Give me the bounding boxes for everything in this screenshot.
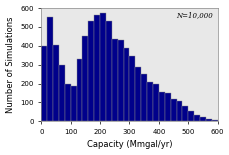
Bar <box>88 21 94 121</box>
Bar <box>100 13 106 121</box>
Bar <box>129 56 135 121</box>
Bar <box>65 84 70 121</box>
Text: N=10,000: N=10,000 <box>175 11 211 19</box>
Bar <box>158 92 164 121</box>
Bar <box>193 115 199 121</box>
X-axis label: Capacity (Mmgal/yr): Capacity (Mmgal/yr) <box>86 140 172 149</box>
Bar <box>47 17 53 121</box>
Bar <box>53 45 59 121</box>
Bar <box>182 106 188 121</box>
Bar <box>205 119 211 121</box>
Bar <box>152 84 158 121</box>
Bar <box>147 82 152 121</box>
Bar <box>211 120 217 121</box>
Bar <box>170 99 176 121</box>
Bar <box>176 101 182 121</box>
Bar <box>188 111 193 121</box>
Bar <box>70 86 76 121</box>
Bar <box>94 15 100 121</box>
Y-axis label: Number of Simulations: Number of Simulations <box>5 16 14 113</box>
Bar <box>41 46 47 121</box>
Bar <box>117 40 123 121</box>
Bar <box>135 66 141 121</box>
Bar <box>82 36 88 121</box>
Bar <box>59 65 65 121</box>
Bar <box>76 59 82 121</box>
Bar <box>111 39 117 121</box>
Bar <box>199 117 205 121</box>
Bar <box>164 93 170 121</box>
Bar <box>141 74 147 121</box>
Bar <box>106 21 111 121</box>
Bar <box>123 48 129 121</box>
